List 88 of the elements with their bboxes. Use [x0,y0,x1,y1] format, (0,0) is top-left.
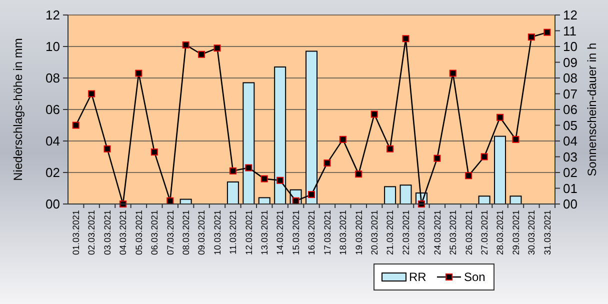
point [449,70,456,77]
point [370,110,378,118]
x-tick-label: 16.03.2021 [306,210,317,256]
y2-tick-label: 04 [563,134,578,149]
point [544,28,551,36]
x-tick-label: 12.03.2021 [244,210,254,256]
point [496,114,504,121]
x-tick-label: 06.03.2021 [150,210,160,256]
y2-tick-label: 00 [563,196,578,212]
bar [384,186,396,204]
x-tick-label: 13.03.2021 [260,210,270,256]
legend-label: RR [409,270,427,284]
x-tick-label: 29.03.2021 [510,210,521,256]
point [214,44,221,52]
point [465,172,472,180]
point [150,148,158,156]
y2-tick-label: 07 [563,86,578,102]
point [480,153,488,160]
x-tick-label: 17.03.2021 [322,210,332,256]
y2-tick-label: 06 [563,102,578,118]
legend-label: Son [464,270,486,284]
y2-tick-label: 09 [563,54,578,70]
point [135,70,142,77]
bar [258,197,270,204]
bar [510,196,522,204]
x-tick-label: 27.03.2021 [479,210,490,256]
y-tick-label: 04 [46,134,60,149]
y2-axis-title: Sonnenschein-dauer in h [585,42,599,176]
y2-tick-label: 03 [563,149,578,164]
x-tick-label: 02.03.2021 [86,210,97,256]
point [104,145,111,152]
point [386,145,394,152]
point [434,154,441,162]
x-tick-label: 24.03.2021 [432,210,442,256]
x-tick-label: 26.03.2021 [464,210,474,256]
y2-tick-label: 11 [563,23,576,38]
y-tick-label: 10 [46,39,60,54]
x-tick-label: 01.03.2021 [71,210,82,256]
y-tick-label: 12 [46,8,60,23]
x-tick-label: 11.03.2021 [228,210,238,254]
x-tick-label: 07.03.2021 [165,210,176,256]
x-tick-label: 18.03.2021 [338,210,348,256]
y2-tick-label: 05 [563,118,578,133]
y2-tick-label: 01 [563,180,578,196]
bar [400,184,412,204]
bar [226,181,239,204]
point [245,164,252,172]
y2-tick-label: 10 [563,39,578,54]
y-tick-label: 02 [46,165,60,180]
point [198,50,206,58]
x-tick-label: 23.03.2021 [416,210,427,256]
point [308,191,315,198]
x-tick-label: 05.03.2021 [134,210,144,256]
x-tick-label: 22.03.2021 [400,210,411,256]
x-tick-label: 28.03.2021 [495,210,506,256]
x-tick-label: 31.03.2021 [542,210,552,256]
x-tick-label: 21.03.2021 [385,210,396,256]
x-tick-label: 09.03.2021 [196,210,207,256]
point [229,167,236,174]
x-tick-label: 14.03.2021 [275,210,286,256]
x-tick-label: 04.03.2021 [118,210,128,256]
point [528,34,535,41]
bar [478,196,490,204]
y-tick-label: 06 [46,102,60,118]
point [88,90,96,98]
y2-tick-label: 08 [563,70,578,86]
point [512,136,520,143]
point [260,175,268,182]
point [182,41,190,48]
point [72,122,80,129]
x-tick-label: 20.03.2021 [369,210,380,256]
x-tick-label: 10.03.2021 [212,210,222,256]
point [402,35,410,42]
y-axis-title: Niederschlags-höhe in mm [11,38,25,181]
x-tick-label: 08.03.2021 [180,210,191,256]
point [339,136,346,143]
y-tick-label: 00 [46,196,60,212]
x-tick-label: 30.03.2021 [526,210,537,256]
y2-tick-label: 02 [563,165,578,180]
x-tick-label: 19.03.2021 [354,210,364,256]
x-tick-label: 03.03.2021 [102,210,112,256]
y-tick-label: 08 [46,70,60,86]
point [324,160,331,167]
point [355,170,362,178]
x-tick-label: 25.03.2021 [448,210,458,256]
point [276,176,284,184]
x-tick-label: 15.03.2021 [290,210,301,256]
y2-tick-label: 12 [563,8,578,23]
